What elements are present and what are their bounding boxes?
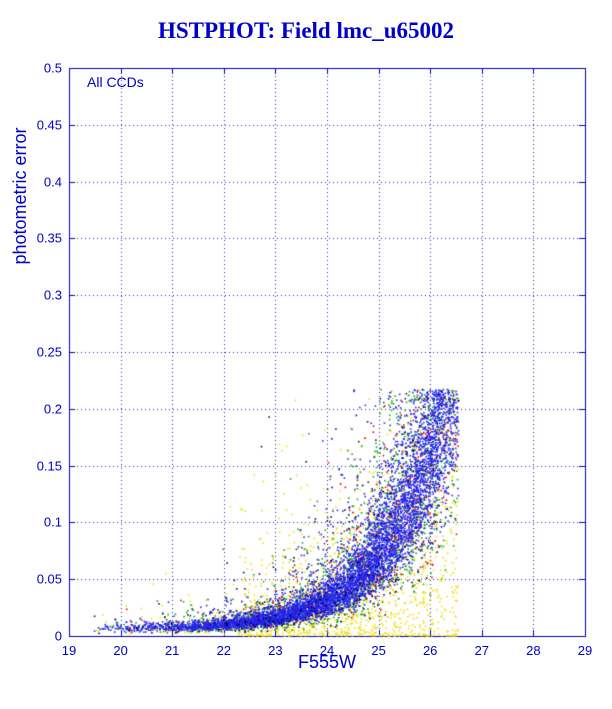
y-tick-label: 0.2 [43,401,62,417]
y-tick-label: 0.4 [43,174,62,190]
y-tick-label: 0.3 [43,287,62,303]
x-tick-label: 20 [113,643,128,658]
x-tick-label: 21 [164,643,180,658]
y-tick-label: 0.1 [43,514,62,530]
y-tick-label: 0.5 [43,60,62,76]
x-axis-label: F555W [297,652,357,672]
all-ccds-label: All CCDs [87,74,144,90]
x-tick-label: 27 [474,643,490,658]
x-tick-label: 29 [577,643,593,658]
x-tick-label: 28 [526,643,541,658]
x-tick-label: 26 [422,643,438,658]
y-tick-label: 0.45 [36,117,62,133]
x-tick-label: 19 [61,643,77,658]
x-tick-label: 25 [371,643,386,658]
y-tick-label: 0.15 [36,458,62,474]
y-tick-label: 0.35 [36,230,62,246]
y-tick-label: 0.05 [36,571,62,587]
y-tick-label: 0.25 [36,344,62,360]
y-axis-label: photometric error [10,127,30,265]
x-tick-label: 22 [216,643,232,658]
y-tick-label: 0 [54,628,62,644]
x-tick-label: 23 [268,643,283,658]
x-tick-label: 24 [319,643,335,658]
